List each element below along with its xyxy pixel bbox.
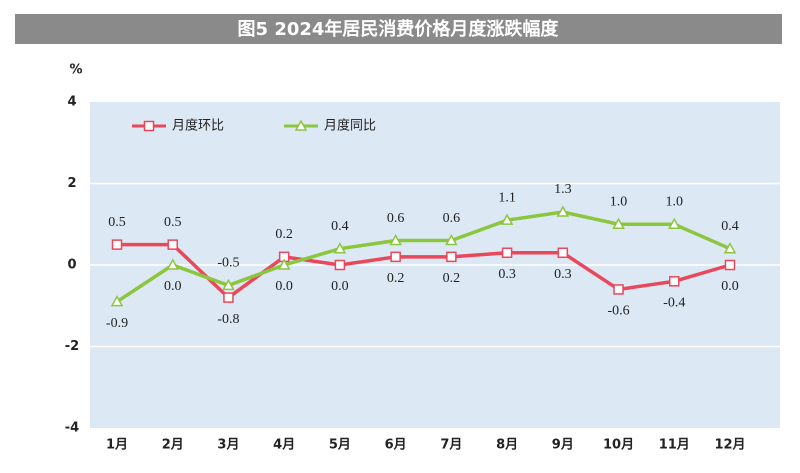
value-label: 0.2 [387, 271, 405, 286]
value-label: 0.0 [331, 279, 349, 294]
value-label: 0.5 [164, 215, 182, 230]
value-label: 0.6 [443, 211, 461, 226]
data-point [723, 242, 737, 254]
x-tick-label: 6月 [385, 438, 407, 453]
series-line [117, 242, 731, 300]
data-point [556, 205, 570, 217]
value-label: 0.6 [387, 211, 405, 226]
x-tick-label: 9月 [552, 438, 574, 453]
y-tick-label: 4 [67, 95, 76, 110]
data-point [500, 213, 514, 225]
y-tick-label: 2 [67, 176, 76, 191]
data-point [277, 258, 291, 270]
x-tick-label: 11月 [659, 438, 690, 453]
data-point [389, 234, 402, 246]
x-tick-label: 2月 [162, 438, 184, 453]
value-label: -0.9 [106, 316, 128, 331]
data-point [333, 242, 347, 254]
value-label: 0.0 [164, 279, 182, 294]
legend-marker [143, 120, 155, 132]
value-label: 0.4 [331, 219, 349, 234]
data-point [390, 251, 401, 263]
x-tick-label: 8月 [496, 438, 518, 453]
value-label: 1.0 [610, 194, 628, 209]
y-axis-label: % [69, 63, 82, 78]
legend-label: 月度环比 [172, 118, 224, 134]
data-point [111, 239, 123, 250]
data-point [446, 251, 457, 263]
data-point [445, 234, 458, 246]
value-label: -0.5 [217, 256, 239, 271]
value-label: 0.0 [721, 279, 739, 294]
x-tick-label: 5月 [329, 438, 351, 453]
data-point [724, 259, 736, 271]
value-label: -0.4 [663, 296, 685, 311]
value-label: 0.3 [498, 267, 516, 282]
data-point [669, 276, 680, 287]
value-label: 1.0 [666, 194, 684, 209]
x-tick-label: 10月 [603, 438, 634, 453]
legend-marker [294, 119, 308, 131]
series-line [116, 210, 731, 304]
data-point [223, 292, 234, 303]
value-label: 1.1 [498, 190, 516, 205]
data-point [612, 217, 625, 229]
value-label: 0.4 [721, 219, 739, 234]
data-point [667, 217, 681, 229]
value-label: -0.8 [217, 312, 239, 327]
x-tick-label: 4月 [273, 438, 295, 453]
value-label: 1.3 [554, 182, 572, 197]
data-point [613, 284, 624, 295]
data-point [166, 258, 180, 270]
value-label: -0.6 [607, 304, 629, 319]
data-point [334, 259, 346, 271]
y-tick-label: -4 [65, 421, 79, 436]
data-point [557, 247, 569, 259]
x-tick-label: 7月 [440, 438, 462, 453]
value-label: 0.0 [275, 279, 293, 294]
value-label: 0.2 [275, 227, 293, 242]
data-point [167, 239, 178, 250]
y-tick-label: 0 [67, 258, 76, 273]
y-tick-label: -2 [65, 339, 79, 354]
data-point [110, 295, 124, 307]
x-tick-label: 1月 [106, 438, 128, 453]
legend-label: 月度同比 [324, 118, 376, 134]
data-point [501, 247, 513, 259]
value-label: 0.3 [554, 267, 572, 282]
x-tick-label: 3月 [217, 438, 239, 453]
value-label: 0.5 [108, 215, 126, 230]
title-bar [15, 14, 782, 44]
x-tick-label: 12月 [714, 438, 745, 453]
chart-title: 图5 2024年居民消费价格月度涨跌幅度 [238, 18, 560, 40]
value-label: 0.2 [443, 271, 461, 286]
data-point [222, 278, 235, 291]
